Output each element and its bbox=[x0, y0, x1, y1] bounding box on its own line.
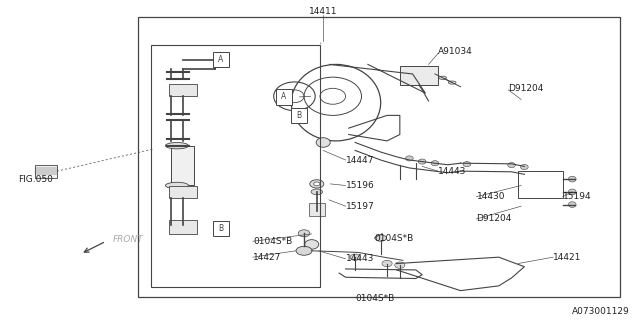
Ellipse shape bbox=[311, 189, 323, 195]
Bar bbox=[138, 17, 620, 297]
Ellipse shape bbox=[316, 138, 330, 147]
Bar bbox=[172, 146, 194, 186]
Text: 14411: 14411 bbox=[309, 7, 337, 16]
Ellipse shape bbox=[520, 164, 528, 170]
Ellipse shape bbox=[375, 235, 387, 241]
Ellipse shape bbox=[568, 176, 576, 182]
Text: 14447: 14447 bbox=[346, 156, 374, 164]
Ellipse shape bbox=[439, 76, 447, 79]
Ellipse shape bbox=[310, 180, 324, 188]
Text: D91204: D91204 bbox=[476, 214, 512, 223]
Text: 14443: 14443 bbox=[346, 254, 374, 263]
Text: 0104S*B: 0104S*B bbox=[374, 234, 413, 243]
Bar bbox=[276, 89, 292, 105]
Bar bbox=[308, 203, 325, 216]
Ellipse shape bbox=[431, 161, 439, 166]
Bar bbox=[291, 108, 307, 123]
Ellipse shape bbox=[305, 240, 319, 249]
Bar bbox=[169, 220, 196, 234]
Text: A: A bbox=[218, 55, 223, 64]
Text: FIG.050: FIG.050 bbox=[19, 175, 53, 184]
Bar bbox=[213, 52, 229, 67]
Text: B: B bbox=[218, 224, 223, 233]
Ellipse shape bbox=[395, 262, 405, 268]
Ellipse shape bbox=[568, 189, 576, 195]
Text: 15196: 15196 bbox=[346, 181, 374, 190]
Bar bbox=[518, 171, 563, 198]
Ellipse shape bbox=[463, 162, 470, 167]
Text: 0104S*B: 0104S*B bbox=[355, 294, 394, 303]
Ellipse shape bbox=[314, 182, 320, 186]
Text: A: A bbox=[281, 92, 286, 101]
Text: B: B bbox=[296, 111, 301, 120]
Text: FRONT: FRONT bbox=[113, 235, 143, 244]
Bar bbox=[151, 45, 320, 287]
Ellipse shape bbox=[568, 202, 576, 207]
Bar bbox=[169, 84, 196, 96]
Ellipse shape bbox=[406, 156, 413, 161]
Ellipse shape bbox=[382, 260, 392, 267]
Ellipse shape bbox=[166, 142, 188, 149]
Ellipse shape bbox=[449, 81, 456, 84]
Text: D91204: D91204 bbox=[508, 84, 544, 93]
Bar bbox=[213, 221, 229, 236]
Text: 14430: 14430 bbox=[476, 192, 505, 201]
Text: 14427: 14427 bbox=[253, 253, 282, 262]
Ellipse shape bbox=[419, 159, 426, 164]
Text: 15194: 15194 bbox=[563, 192, 591, 201]
Bar bbox=[35, 165, 57, 178]
Text: 15197: 15197 bbox=[346, 202, 374, 211]
Text: 0104S*B: 0104S*B bbox=[253, 237, 292, 246]
Text: 14443: 14443 bbox=[438, 167, 467, 176]
Text: A91034: A91034 bbox=[438, 47, 473, 56]
Text: A073001129: A073001129 bbox=[572, 307, 630, 316]
Ellipse shape bbox=[350, 254, 360, 260]
Bar bbox=[400, 66, 438, 85]
Ellipse shape bbox=[508, 163, 515, 168]
Bar bbox=[169, 186, 196, 197]
Ellipse shape bbox=[296, 246, 312, 255]
Text: 14421: 14421 bbox=[553, 253, 582, 262]
Ellipse shape bbox=[166, 182, 188, 189]
Ellipse shape bbox=[298, 230, 310, 237]
